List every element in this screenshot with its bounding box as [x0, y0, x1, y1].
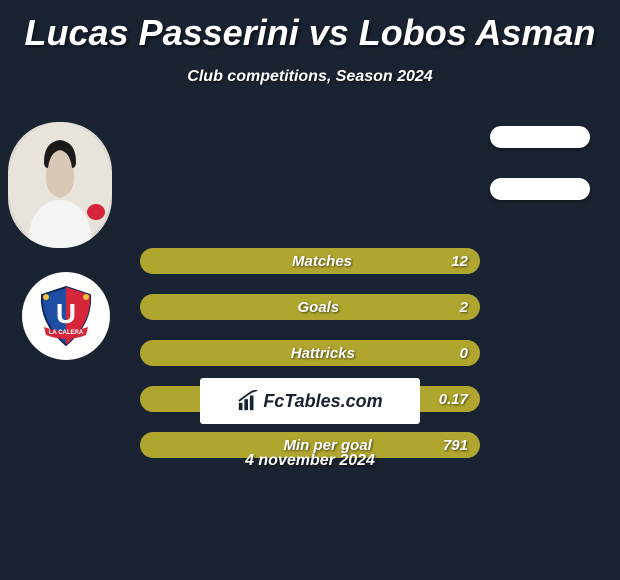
avatar-column: U LA CALERA: [8, 122, 112, 360]
stats-left-bars: Matches12Goals2Hattricks0Goals per match…: [140, 248, 480, 478]
stat-bar-left: Hattricks 0: [140, 340, 480, 366]
club-badge-icon: U LA CALERA: [36, 285, 96, 347]
stat-value-left: 12: [451, 253, 468, 270]
stat-value-left: 0.17: [439, 391, 468, 408]
stat-label: Hattricks: [291, 345, 355, 362]
player-silhouette-icon: [8, 122, 112, 248]
chart-icon: [237, 390, 259, 412]
stat-row: Matches 12: [140, 248, 480, 274]
stat-row: Goals 2: [140, 294, 480, 320]
comparison-subtitle: Club competitions, Season 2024: [0, 68, 620, 86]
stat-bar-right: [490, 126, 590, 148]
comparison-date: 4 november 2024: [0, 452, 620, 470]
comparison-title: Lucas Passerini vs Lobos Asman: [0, 0, 620, 54]
stat-bar-left: Goals 2: [140, 294, 480, 320]
stat-value-left: 0: [460, 345, 468, 362]
source-logo: FcTables.com: [200, 378, 420, 424]
club-avatar: U LA CALERA: [22, 272, 110, 360]
stat-bar-left: Matches 12: [140, 248, 480, 274]
svg-text:U: U: [56, 298, 76, 329]
player-avatar: [8, 122, 112, 248]
stat-row: Hattricks 0: [140, 340, 480, 366]
stat-value-left: 791: [443, 437, 468, 454]
stat-bar-right: [490, 178, 590, 200]
stat-value-left: 2: [460, 299, 468, 316]
stat-label: Min per goal: [283, 437, 371, 454]
stat-label: Goals: [297, 299, 339, 316]
stat-label: Matches: [292, 253, 352, 270]
svg-text:LA CALERA: LA CALERA: [49, 330, 84, 336]
source-logo-text: FcTables.com: [263, 391, 382, 412]
